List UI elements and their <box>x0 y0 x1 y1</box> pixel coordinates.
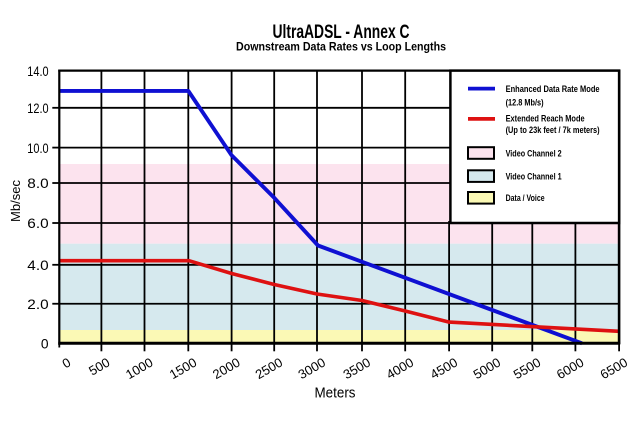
svg-text:4.0: 4.0 <box>27 258 49 273</box>
svg-text:UltraADSL - Annex C: UltraADSL - Annex C <box>273 22 410 43</box>
svg-text:14.0: 14.0 <box>27 64 49 79</box>
svg-text:(Up to 23k feet / 7k meters): (Up to 23k feet / 7k meters) <box>506 125 600 136</box>
svg-text:6.0: 6.0 <box>27 216 49 231</box>
svg-text:Meters: Meters <box>315 385 356 402</box>
svg-text:Extended Reach Mode: Extended Reach Mode <box>506 114 585 125</box>
svg-text:0: 0 <box>41 337 49 352</box>
svg-text:2.0: 2.0 <box>27 297 49 312</box>
svg-text:8.0: 8.0 <box>27 176 49 191</box>
svg-text:10.0: 10.0 <box>27 141 49 156</box>
svg-text:Downstream Data Rates vs Loop: Downstream Data Rates vs Loop Lengths <box>236 40 446 54</box>
svg-text:Enhanced Data Rate Mode: Enhanced Data Rate Mode <box>506 84 600 95</box>
svg-text:(12.8 Mb/s): (12.8 Mb/s) <box>506 98 544 109</box>
svg-text:Video Channel 2: Video Channel 2 <box>506 148 562 159</box>
svg-text:12.0: 12.0 <box>27 101 49 116</box>
svg-text:Video Channel 1: Video Channel 1 <box>506 171 563 182</box>
svg-text:Data / Voice: Data / Voice <box>506 193 545 204</box>
svg-text:Mb/sec: Mb/sec <box>9 180 23 222</box>
